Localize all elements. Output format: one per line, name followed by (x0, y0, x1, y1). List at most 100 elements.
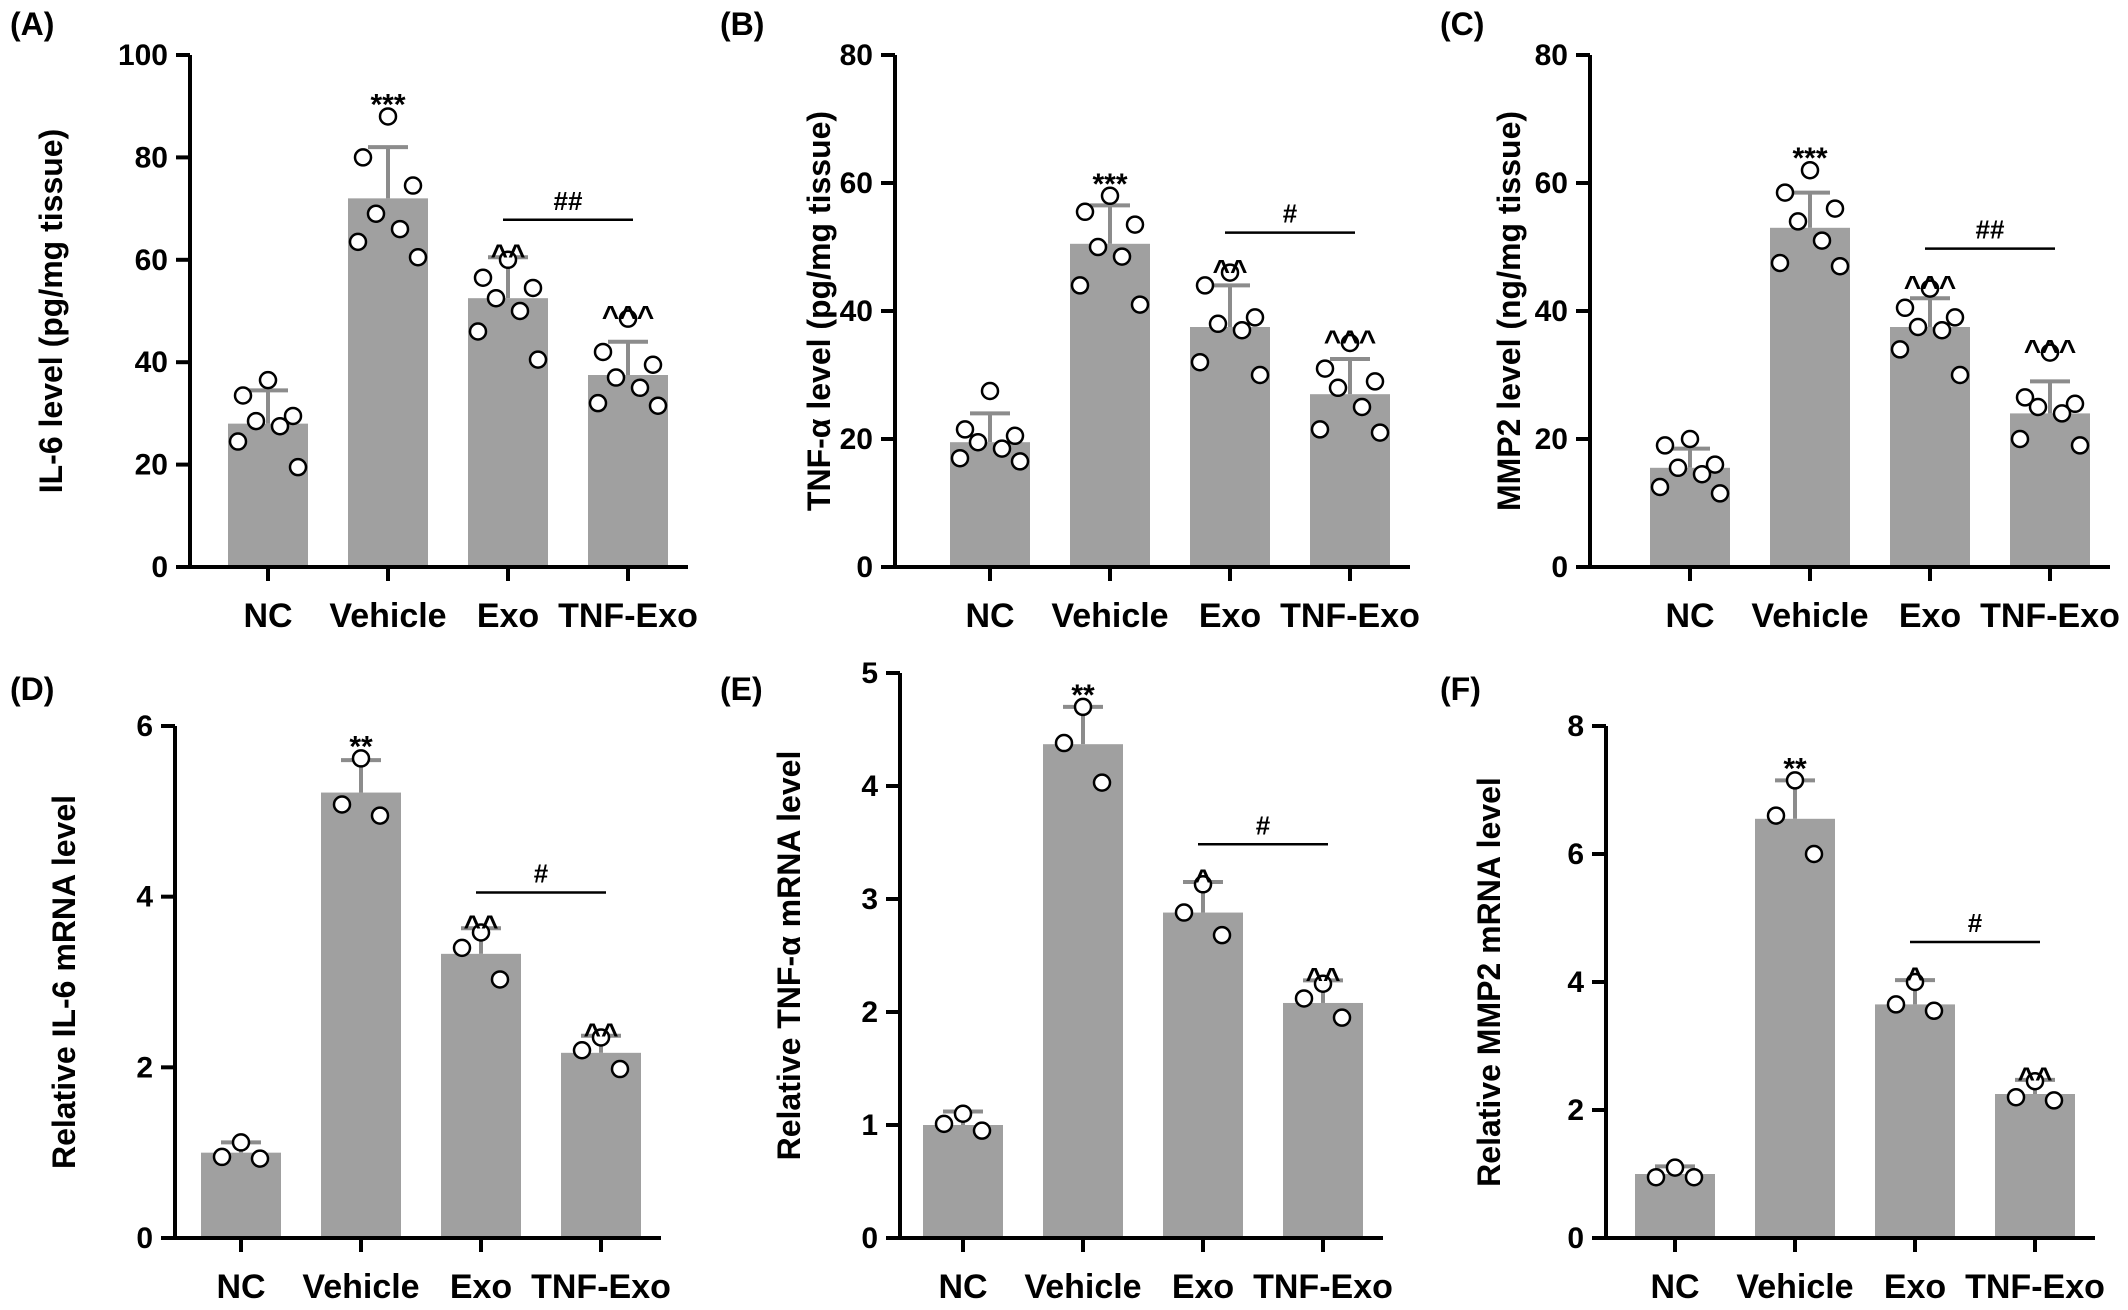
significance-label: ^^ (490, 239, 525, 272)
data-point (353, 148, 373, 167)
significance-label: ^^ (583, 1018, 618, 1051)
data-point (403, 176, 423, 195)
data-point (1332, 1008, 1352, 1027)
data-point (1650, 477, 1670, 497)
data-point (1950, 365, 1970, 385)
data-point (1190, 352, 1210, 372)
comparison-label: ## (1976, 215, 2005, 245)
data-point (1130, 295, 1150, 314)
comparison-label: # (534, 859, 549, 889)
data-point (1315, 359, 1335, 378)
data-point (1250, 365, 1270, 385)
data-point (1646, 1167, 1666, 1187)
bar-tnf-exo (1283, 1002, 1363, 1238)
panel-letter: (F) (1440, 671, 1481, 707)
x-tick-label-vehicle: Vehicle (1024, 1268, 1141, 1306)
chart-panel-0: (A) IL-6 level (pg/mg tissue) 0 20 40 60 80 100… (10, 6, 698, 635)
x-tick-label-vehicle: Vehicle (1751, 597, 1868, 635)
data-point (1245, 308, 1265, 327)
data-point (1088, 237, 1108, 257)
data-point (593, 342, 613, 362)
data-point (1193, 875, 1213, 894)
data-point (408, 247, 428, 267)
bar-nc (1635, 1174, 1715, 1238)
data-point (468, 322, 488, 341)
x-tick-label-nc: NC (1650, 1268, 1699, 1306)
data-point (1294, 989, 1314, 1008)
data-point (486, 288, 506, 308)
data-point (351, 749, 371, 768)
y-tick-label: 80 (840, 39, 873, 72)
y-tick-label: 4 (136, 881, 153, 914)
significance-label: *** (1792, 142, 1827, 175)
data-point (1804, 844, 1824, 864)
data-point (2040, 343, 2060, 362)
y-tick-label: 40 (840, 295, 873, 328)
data-point (953, 1104, 973, 1123)
significance-label: ^^ (463, 910, 498, 943)
y-tick-label: 5 (861, 657, 878, 690)
data-point (1932, 320, 1952, 340)
data-point (1655, 436, 1675, 455)
y-tick-label: 0 (861, 1222, 878, 1255)
comparison-label: # (1283, 199, 1298, 229)
data-point (1668, 458, 1688, 478)
bar-exo (1875, 1004, 1955, 1238)
data-point (972, 1121, 992, 1140)
x-tick-label-vehicle: Vehicle (302, 1268, 419, 1306)
data-point (2070, 436, 2090, 455)
y-tick-label: 0 (136, 1222, 153, 1255)
data-point (1073, 697, 1093, 717)
y-tick-label: 6 (136, 710, 153, 743)
y-tick-label: 2 (861, 996, 878, 1029)
x-tick-label-exo: Exo (477, 597, 539, 635)
data-point (2052, 404, 2072, 423)
data-point (630, 378, 650, 398)
data-point (1010, 452, 1030, 471)
data-point (258, 370, 278, 390)
y-tick-label: 20 (1535, 423, 1568, 456)
data-point (992, 439, 1012, 458)
significance-label: ^^ (1212, 255, 1247, 288)
data-point (233, 386, 253, 405)
y-axis-label: MMP2 level (ng/mg tissue) (1491, 111, 1527, 511)
y-tick-label: 8 (1567, 710, 1584, 743)
x-tick-label-vehicle: Vehicle (1736, 1268, 1853, 1306)
data-point (1770, 253, 1790, 273)
data-point (1665, 1158, 1685, 1177)
y-tick-label: 100 (118, 39, 168, 72)
data-point (950, 448, 970, 468)
data-point (1692, 464, 1712, 484)
significance-label: ^ (1906, 962, 1924, 995)
x-tick-label-nc: NC (243, 597, 292, 635)
data-point (2015, 388, 2035, 407)
x-tick-label-exo: Exo (1199, 597, 1261, 635)
significance-label: ^ (1194, 864, 1212, 897)
data-point (332, 795, 352, 814)
y-tick-label: 40 (1535, 295, 1568, 328)
panel-letter: (C) (1440, 6, 1484, 42)
data-point (1684, 1167, 1704, 1187)
data-point (1800, 160, 1820, 180)
x-tick-label-tnf-exo: TNF-Exo (531, 1268, 671, 1306)
bar-vehicle (1043, 744, 1123, 1238)
data-point (2044, 1091, 2064, 1110)
panel-letter: (E) (720, 671, 763, 707)
data-point (1908, 317, 1928, 337)
y-tick-label: 80 (135, 141, 168, 174)
x-tick-label-tnf-exo: TNF-Exo (1980, 597, 2120, 635)
x-tick-label-tnf-exo: TNF-Exo (1253, 1268, 1393, 1306)
bar-tnf-exo (561, 1052, 641, 1238)
data-point (283, 406, 303, 426)
y-tick-label: 4 (1567, 966, 1584, 999)
bar-exo (1163, 912, 1243, 1238)
data-point (378, 107, 398, 126)
comparison-label: # (1256, 810, 1271, 840)
y-axis-label: Relative TNF-α mRNA level (771, 751, 807, 1161)
data-point (610, 1059, 630, 1079)
x-tick-label-nc: NC (938, 1268, 987, 1306)
x-tick-label-exo: Exo (1172, 1268, 1234, 1306)
data-point (1092, 773, 1112, 792)
y-tick-label: 20 (135, 449, 168, 482)
y-tick-label: 40 (135, 346, 168, 379)
